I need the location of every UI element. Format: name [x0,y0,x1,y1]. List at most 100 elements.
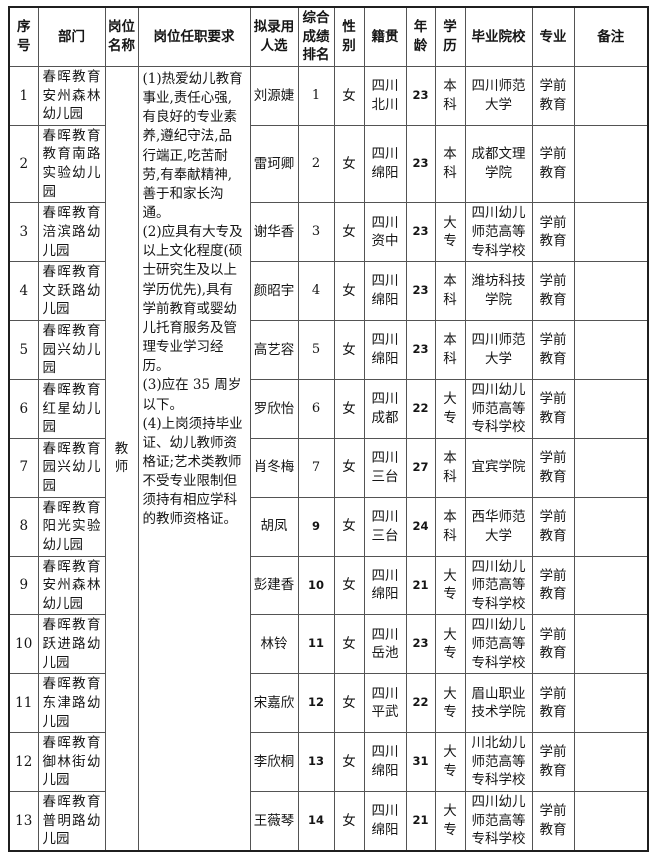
cell-no: 3 [8,202,39,263]
cell-rank: 14 [297,790,335,852]
cell-education: 本科 [434,437,466,498]
cell-note [573,65,649,126]
requirement-paragraph: (2)应具有大专及以上文化程度(硕士研究生及以上学历优先),具有学前教育或婴幼儿… [142,224,243,375]
table-row: 10 春晖教育跃进路幼儿园 林铃 11 女四川岳池 23 大专 四川幼儿师范高等专科学校 学前教… [8,614,649,675]
cell-no: 5 [8,320,39,380]
cell-major: 学前教育 [531,65,575,126]
cell-department: 春晖教育园兴幼儿园 [37,437,106,498]
table-row: 5 春晖教育园兴幼儿园 高艺容 5 女四川绵阳 23 本科 四川师范大学 学前教育 [8,320,649,380]
header-cell-gender: 性别 [333,6,365,67]
cell-note [573,124,649,204]
cell-no: 2 [8,124,39,204]
cell-major: 学前教育 [531,124,575,204]
cell-department: 春晖教育阳光实验幼儿园 [37,496,106,557]
table-row: 2 春晖教育教育南路实验幼儿园 雷珂卿 2 女四川绵阳 23 本科 成都文理学院 学前教育 [8,124,649,204]
table-row: 8 春晖教育阳光实验幼儿园 胡凤 9 女四川三台 24 本科 西华师范大学 学前教育 [8,496,649,557]
cell-hometown: 四川绵阳 [363,555,407,616]
header-row: 序号 部门 岗位名称 岗位任职要求 拟录用人选 综合成绩排名 性别 籍贯 年龄 学历 毕业院校 专业备… [8,6,649,67]
table-row: 3 春晖教育涪滨路幼儿园 谢华香 3 女四川资中 23 大专 四川幼儿师范高等专科学校 学前教育 [8,202,649,263]
cell-age: 22 [405,378,436,439]
cell-education: 大专 [434,790,466,852]
cell-candidate: 宋嘉欣 [249,673,299,734]
cell-education: 大专 [434,555,466,616]
table-row: 11 春晖教育东津路幼儿园 宋嘉欣 12 女四川平武 22 大专 眉山职业技术学院 学前教育 [8,673,649,734]
cell-gender: 女 [333,673,365,734]
cell-department: 春晖教育安州森林幼儿园 [37,65,106,126]
table-row: 7 春晖教育园兴幼儿园 肖冬梅 7 女四川三台 27 本科 宜宾学院 学前教育 [8,437,649,498]
cell-age: 23 [405,65,436,126]
cell-hometown: 四川资中 [363,202,407,263]
header-cell-major: 专业 [531,6,575,67]
cell-position-name: 教师 [104,65,139,852]
cell-major: 学前教育 [531,202,575,263]
cell-age: 23 [405,202,436,263]
cell-education: 本科 [434,496,466,557]
cell-note [573,437,649,498]
cell-candidate: 王薇琴 [249,790,299,852]
cell-no: 6 [8,378,39,439]
cell-no: 13 [8,790,39,852]
cell-gender: 女 [333,437,365,498]
cell-school: 四川幼儿师范高等专科学校 [464,378,533,439]
cell-note [573,555,649,616]
cell-hometown: 四川绵阳 [363,320,407,380]
cell-gender: 女 [333,614,365,675]
cell-candidate: 李欣桐 [249,732,299,792]
cell-no: 1 [8,65,39,126]
cell-candidate: 彭建香 [249,555,299,616]
cell-no: 9 [8,555,39,616]
cell-school: 四川幼儿师范高等专科学校 [464,614,533,675]
cell-education: 大专 [434,202,466,263]
cell-school: 潍坊科技学院 [464,261,533,321]
cell-hometown: 四川三台 [363,496,407,557]
header-cell-hometown: 籍贯 [363,6,407,67]
header-cell-school: 毕业院校 [464,6,533,67]
cell-candidate: 肖冬梅 [249,437,299,498]
cell-school: 宜宾学院 [464,437,533,498]
cell-note [573,202,649,263]
cell-hometown: 四川岳池 [363,614,407,675]
cell-hometown: 四川三台 [363,437,407,498]
requirement-paragraph: (1)热爱幼儿教育事业,责任心强,有良好的专业素养,遵纪守法,品行端正,吃苦耐劳… [142,70,243,221]
cell-education: 大专 [434,614,466,675]
cell-rank: 3 [297,202,335,263]
cell-major: 学前教育 [531,496,575,557]
cell-age: 21 [405,555,436,616]
cell-age: 22 [405,673,436,734]
cell-major: 学前教育 [531,261,575,321]
cell-age: 23 [405,320,436,380]
cell-department: 春晖教育普明路幼儿园 [37,790,106,852]
cell-note [573,614,649,675]
cell-rank: 13 [297,732,335,792]
cell-gender: 女 [333,320,365,380]
cell-hometown: 四川绵阳 [363,790,407,852]
recruitment-table: 序号 部门 岗位名称 岗位任职要求 拟录用人选 综合成绩排名 性别 籍贯 年龄 学历 毕业院校 专业备… [8,6,649,852]
cell-candidate: 颜昭宇 [249,261,299,321]
cell-hometown: 四川绵阳 [363,124,407,204]
cell-major: 学前教育 [531,790,575,852]
cell-note [573,732,649,792]
cell-gender: 女 [333,65,365,126]
cell-candidate: 林铃 [249,614,299,675]
cell-department: 春晖教育涪滨路幼儿园 [37,202,106,263]
cell-department: 春晖教育东津路幼儿园 [37,673,106,734]
cell-school: 川北幼儿师范高等专科学校 [464,732,533,792]
cell-department: 春晖教育御林街幼儿园 [37,732,106,792]
cell-major: 学前教育 [531,320,575,380]
cell-major: 学前教育 [531,614,575,675]
cell-rank: 9 [297,496,335,557]
cell-department: 春晖教育园兴幼儿园 [37,320,106,380]
header-cell-position: 岗位名称 [104,6,139,67]
cell-candidate: 刘源婕 [249,65,299,126]
table-row: 1 春晖教育安州森林幼儿园 教师 (1)热爱幼儿教育事业,责任心强,有良好的专业素养,… [8,65,649,852]
header-cell-education: 学历 [434,6,466,67]
cell-gender: 女 [333,732,365,792]
cell-no: 11 [8,673,39,734]
cell-gender: 女 [333,261,365,321]
cell-rank: 5 [297,320,335,380]
cell-age: 23 [405,614,436,675]
cell-rank: 6 [297,378,335,439]
cell-education: 本科 [434,65,466,126]
cell-candidate: 高艺容 [249,320,299,380]
cell-gender: 女 [333,496,365,557]
